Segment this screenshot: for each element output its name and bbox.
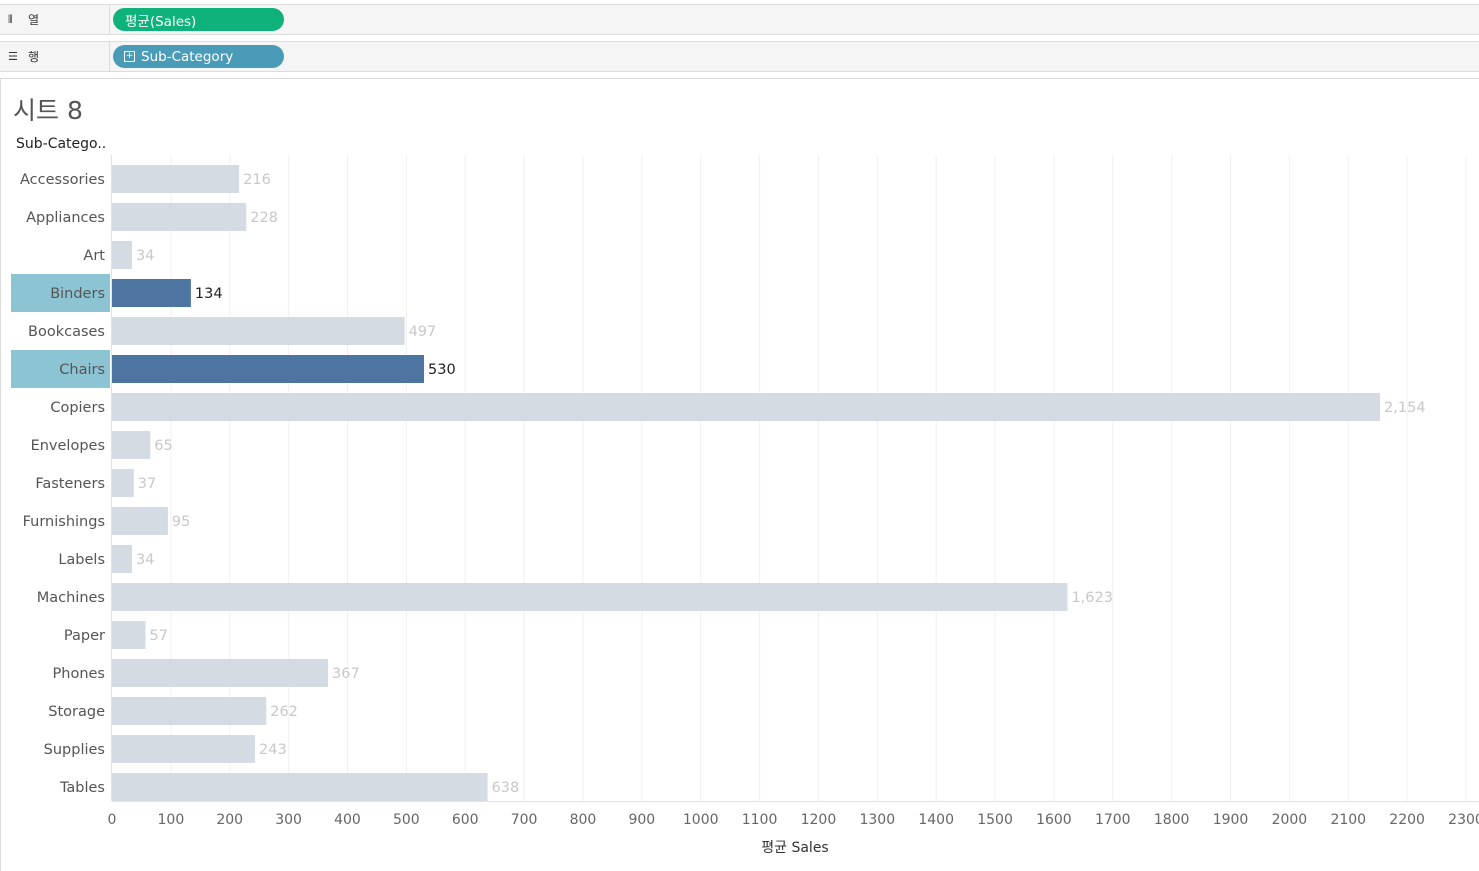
x-tick-label: 800 (570, 812, 597, 828)
bar-value-label: 34 (136, 248, 154, 264)
bar-value-label: 530 (428, 362, 456, 378)
bar-value-label: 262 (270, 704, 298, 720)
bar[interactable] (112, 317, 405, 345)
sales-pill-text: 평균(Sales) (125, 13, 197, 30)
category-label[interactable]: Phones (53, 666, 105, 682)
category-label[interactable]: Labels (58, 552, 105, 568)
columns-shelf: ⫴ 열 평균(Sales) (0, 4, 1479, 35)
bar[interactable] (112, 621, 146, 649)
x-tick-label: 1600 (1036, 812, 1072, 828)
bar-value-label: 638 (492, 780, 520, 796)
sub-category-dimension-pill[interactable]: + Sub-Category (113, 45, 284, 68)
bar-value-label: 367 (332, 666, 360, 682)
bar-value-label: 243 (259, 742, 287, 758)
x-tick-label: 0 (108, 812, 117, 828)
bar[interactable] (112, 393, 1381, 421)
worksheet: 시트 8 Sub-Catego.. (0, 78, 1479, 871)
category-label[interactable]: Art (83, 248, 105, 264)
bar-value-label: 65 (154, 438, 172, 454)
bar[interactable] (112, 355, 425, 383)
category-label[interactable]: Furnishings (23, 514, 105, 530)
category-label[interactable]: Accessories (20, 172, 105, 188)
bar-value-label: 134 (195, 286, 223, 302)
x-tick-label: 700 (511, 812, 538, 828)
columns-shelf-label: ⫴ 열 (0, 5, 110, 34)
category-label[interactable]: Paper (64, 628, 105, 644)
bar-value-label: 37 (138, 476, 156, 492)
bar[interactable] (112, 241, 133, 269)
x-tick-label: 300 (275, 812, 302, 828)
category-label[interactable]: Copiers (50, 400, 105, 416)
x-tick-label: 900 (628, 812, 655, 828)
x-tick-label: 1700 (1095, 812, 1131, 828)
category-label[interactable]: Appliances (26, 210, 105, 226)
bar[interactable] (112, 431, 151, 459)
bar-value-label: 497 (409, 324, 437, 340)
x-tick-label: 1300 (859, 812, 895, 828)
category-label[interactable]: Machines (37, 590, 105, 606)
x-tick-label: 400 (334, 812, 361, 828)
bar[interactable] (112, 735, 256, 763)
x-tick-label: 2100 (1330, 812, 1366, 828)
category-label[interactable]: Tables (59, 780, 105, 796)
sales-measure-pill[interactable]: 평균(Sales) (113, 8, 284, 31)
bar[interactable] (112, 545, 133, 573)
bar[interactable] (112, 773, 488, 801)
columns-icon: ⫴ (8, 13, 13, 26)
x-tick-label: 1400 (918, 812, 954, 828)
x-tick-label: 1900 (1213, 812, 1249, 828)
x-tick-label: 500 (393, 812, 420, 828)
rows-shelf: ☰ 행 + Sub-Category (0, 41, 1479, 72)
category-label[interactable]: Binders (50, 286, 105, 302)
category-label[interactable]: Supplies (44, 742, 105, 758)
bar[interactable] (112, 279, 191, 307)
category-label[interactable]: Storage (48, 704, 105, 720)
sub-category-pill-text: Sub-Category (141, 48, 234, 65)
x-axis-title: 평균 Sales (761, 840, 828, 856)
bar-value-label: 228 (250, 210, 278, 226)
category-label[interactable]: Chairs (59, 362, 105, 378)
x-tick-label: 100 (158, 812, 185, 828)
bar-value-label: 95 (172, 514, 190, 530)
rows-shelf-label: ☰ 행 (0, 42, 110, 71)
bar-value-label: 34 (136, 552, 154, 568)
bar-value-label: 1,623 (1071, 590, 1113, 606)
bar[interactable] (112, 469, 134, 497)
bar[interactable] (112, 165, 240, 193)
columns-shelf-text: 열 (28, 13, 40, 27)
bar-value-label: 2,154 (1384, 400, 1426, 416)
bar[interactable] (112, 659, 329, 687)
bar[interactable] (112, 583, 1068, 611)
x-tick-label: 1100 (742, 812, 778, 828)
x-tick-label: 200 (216, 812, 243, 828)
category-label[interactable]: Bookcases (28, 324, 105, 340)
bar[interactable] (112, 507, 168, 535)
bar[interactable] (112, 203, 247, 231)
x-tick-label: 1500 (977, 812, 1013, 828)
category-label-highlight[interactable] (11, 274, 110, 312)
x-tick-label: 1000 (683, 812, 719, 828)
bar-value-label: 57 (150, 628, 168, 644)
expand-plus-icon[interactable]: + (124, 51, 135, 62)
category-label[interactable]: Fasteners (35, 476, 105, 492)
x-tick-label: 2000 (1272, 812, 1308, 828)
x-tick-label: 2200 (1389, 812, 1425, 828)
x-tick-label: 600 (452, 812, 479, 828)
category-label[interactable]: Envelopes (31, 438, 105, 454)
category-label-highlight[interactable] (11, 350, 110, 388)
sheet-title: 시트 8 (13, 96, 83, 125)
x-tick-label: 1200 (801, 812, 837, 828)
x-tick-label: 1800 (1154, 812, 1190, 828)
rows-icon: ☰ (8, 50, 18, 63)
x-tick-label: 2300 (1448, 812, 1479, 828)
row-header[interactable]: Sub-Catego.. (16, 136, 107, 152)
bar-value-label: 216 (243, 172, 271, 188)
bar[interactable] (112, 697, 267, 725)
rows-shelf-text: 행 (28, 50, 40, 64)
